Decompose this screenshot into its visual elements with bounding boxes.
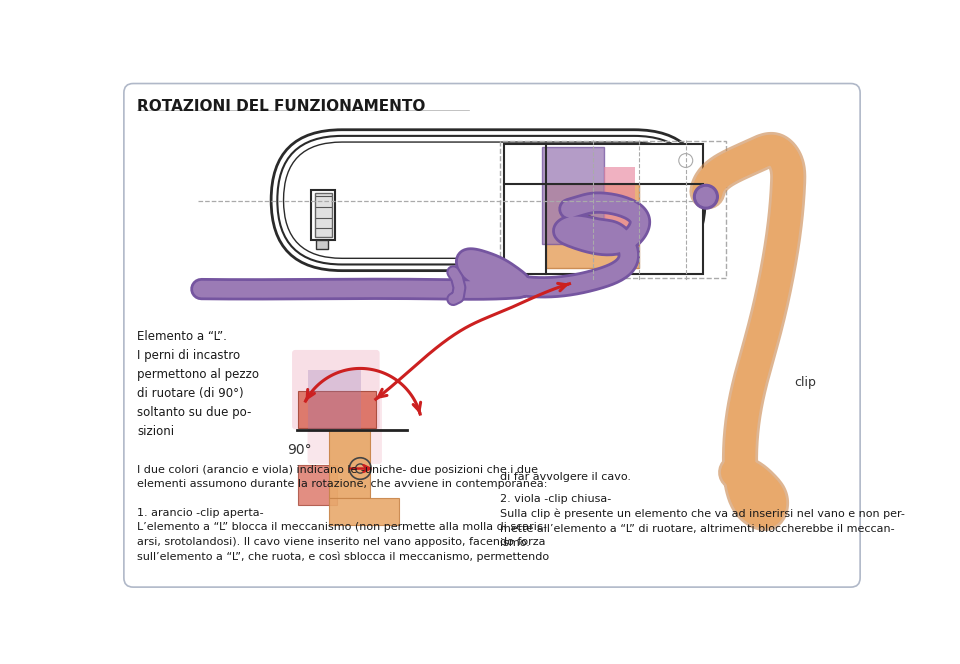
Bar: [546, 184, 639, 268]
Text: 90°: 90°: [287, 443, 311, 457]
FancyBboxPatch shape: [307, 394, 382, 464]
Text: di far avvolgere il cavo.: di far avvolgere il cavo.: [500, 472, 631, 482]
Bar: [316, 240, 328, 249]
Bar: [605, 167, 636, 236]
Bar: [299, 465, 337, 505]
Bar: [504, 143, 703, 274]
Bar: [329, 498, 399, 525]
Text: Elemento a “L”.
I perni di incastro
permettono al pezzo
di ruotare (di 90°)
solt: Elemento a “L”. I perni di incastro perm…: [137, 330, 259, 438]
FancyBboxPatch shape: [124, 84, 860, 587]
FancyBboxPatch shape: [292, 350, 379, 429]
Bar: [315, 193, 332, 237]
Text: ROTAZIONI DEL FUNZIONAMENTO: ROTAZIONI DEL FUNZIONAMENTO: [137, 99, 425, 114]
Bar: [311, 190, 335, 240]
Circle shape: [693, 185, 718, 209]
Bar: [299, 390, 375, 428]
Text: clip: clip: [794, 376, 816, 389]
Bar: [500, 141, 726, 278]
Bar: [504, 143, 703, 274]
Bar: [542, 147, 605, 244]
Circle shape: [697, 187, 715, 206]
Bar: [329, 430, 370, 498]
Text: I due colori (arancio e viola) indicano le -uniche- due posizioni che i due
elem: I due colori (arancio e viola) indicano …: [137, 465, 549, 562]
Text: 2. viola -clip chiusa-
Sulla clip è presente un elemento che va ad inserirsi nel: 2. viola -clip chiusa- Sulla clip è pres…: [500, 494, 904, 548]
Bar: [308, 370, 361, 432]
